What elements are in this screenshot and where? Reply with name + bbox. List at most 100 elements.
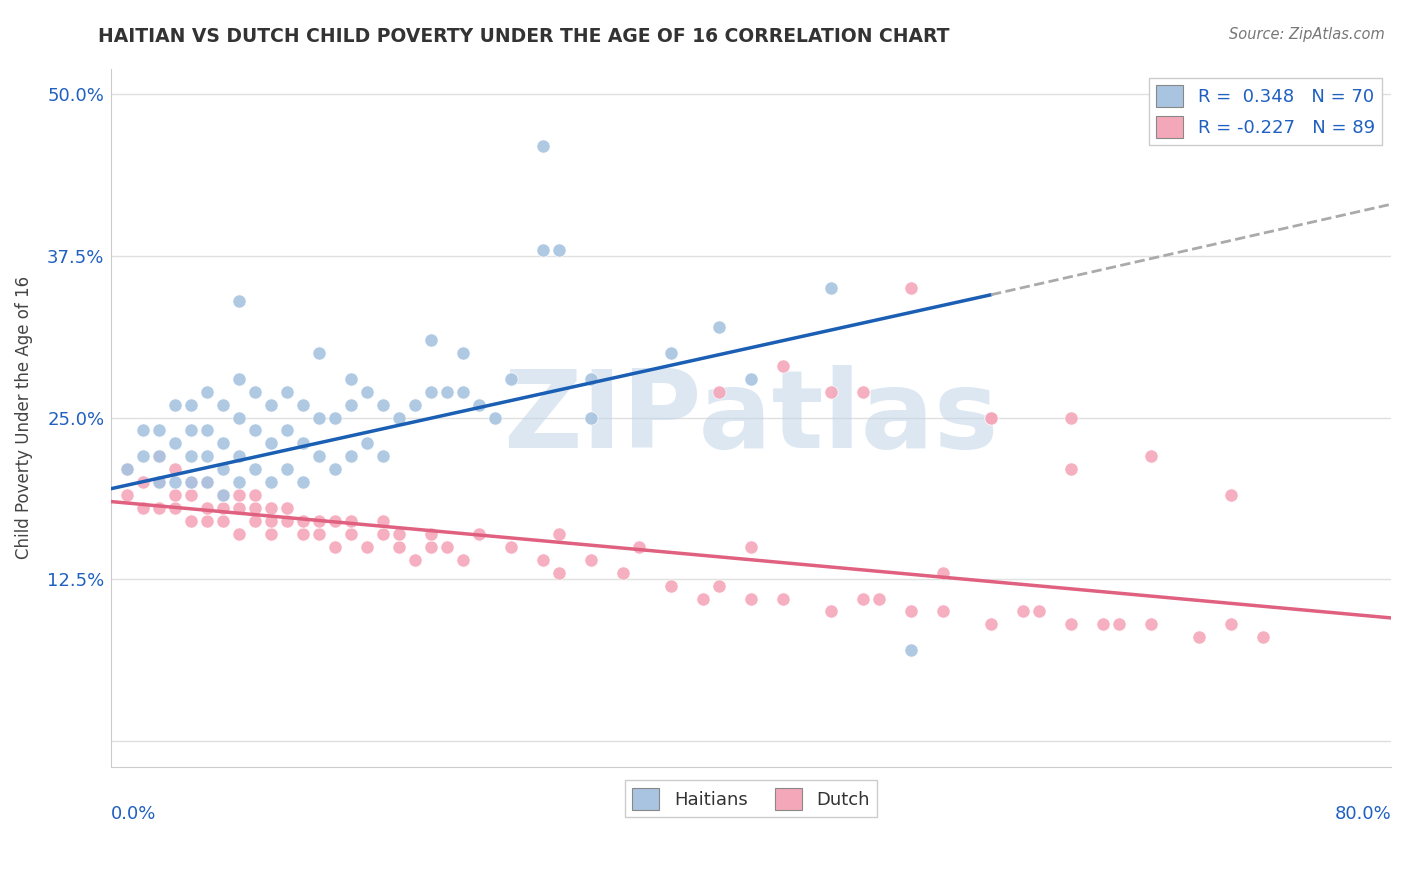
- Point: [276, 424, 298, 438]
- Point: [195, 424, 218, 438]
- Point: [243, 514, 266, 528]
- Point: [228, 475, 250, 490]
- Point: [180, 424, 202, 438]
- Point: [420, 527, 443, 541]
- Point: [451, 553, 474, 567]
- Text: 0.0%: 0.0%: [111, 805, 156, 823]
- Point: [180, 398, 202, 412]
- Point: [1108, 617, 1130, 632]
- Point: [148, 475, 170, 490]
- Point: [228, 450, 250, 464]
- Point: [308, 527, 330, 541]
- Point: [1028, 604, 1050, 618]
- Point: [276, 514, 298, 528]
- Point: [308, 410, 330, 425]
- Point: [292, 514, 315, 528]
- Point: [132, 450, 155, 464]
- Point: [373, 398, 395, 412]
- Point: [388, 410, 411, 425]
- Point: [180, 475, 202, 490]
- Point: [276, 501, 298, 516]
- Point: [820, 604, 842, 618]
- Point: [900, 281, 922, 295]
- Point: [212, 436, 235, 450]
- Point: [148, 475, 170, 490]
- Point: [276, 462, 298, 476]
- Point: [115, 462, 138, 476]
- Point: [180, 450, 202, 464]
- Point: [356, 540, 378, 554]
- Point: [228, 501, 250, 516]
- Point: [212, 488, 235, 502]
- Text: ZIPatlas: ZIPatlas: [503, 365, 998, 471]
- Point: [900, 643, 922, 657]
- Point: [420, 540, 443, 554]
- Point: [292, 527, 315, 541]
- Point: [531, 243, 554, 257]
- Point: [659, 579, 682, 593]
- Point: [1092, 617, 1115, 632]
- Point: [1060, 462, 1083, 476]
- Point: [1060, 410, 1083, 425]
- Point: [195, 514, 218, 528]
- Point: [501, 372, 523, 386]
- Point: [484, 410, 506, 425]
- Point: [628, 540, 651, 554]
- Point: [340, 514, 363, 528]
- Point: [579, 372, 602, 386]
- Point: [1060, 617, 1083, 632]
- Point: [1220, 488, 1243, 502]
- Point: [323, 410, 346, 425]
- Point: [356, 384, 378, 399]
- Point: [868, 591, 890, 606]
- Point: [292, 475, 315, 490]
- Point: [195, 450, 218, 464]
- Point: [228, 372, 250, 386]
- Point: [356, 436, 378, 450]
- Point: [180, 475, 202, 490]
- Point: [132, 501, 155, 516]
- Point: [468, 398, 491, 412]
- Point: [980, 410, 1002, 425]
- Point: [707, 384, 730, 399]
- Point: [292, 436, 315, 450]
- Point: [228, 488, 250, 502]
- Point: [148, 501, 170, 516]
- Point: [548, 243, 571, 257]
- Point: [195, 475, 218, 490]
- Point: [436, 384, 458, 399]
- Point: [404, 553, 426, 567]
- Point: [404, 398, 426, 412]
- Point: [165, 436, 187, 450]
- Point: [260, 514, 283, 528]
- Point: [212, 488, 235, 502]
- Point: [308, 450, 330, 464]
- Point: [451, 384, 474, 399]
- Point: [451, 346, 474, 360]
- Point: [148, 450, 170, 464]
- Y-axis label: Child Poverty Under the Age of 16: Child Poverty Under the Age of 16: [15, 276, 32, 559]
- Point: [740, 372, 762, 386]
- Point: [340, 527, 363, 541]
- Point: [531, 139, 554, 153]
- Point: [980, 617, 1002, 632]
- Point: [148, 450, 170, 464]
- Point: [1188, 630, 1211, 644]
- Point: [228, 527, 250, 541]
- Point: [740, 591, 762, 606]
- Point: [1140, 450, 1163, 464]
- Point: [707, 579, 730, 593]
- Point: [740, 540, 762, 554]
- Point: [180, 488, 202, 502]
- Point: [115, 488, 138, 502]
- Point: [260, 501, 283, 516]
- Text: 80.0%: 80.0%: [1334, 805, 1391, 823]
- Point: [340, 372, 363, 386]
- Point: [579, 410, 602, 425]
- Point: [980, 410, 1002, 425]
- Point: [228, 294, 250, 309]
- Point: [900, 604, 922, 618]
- Point: [165, 462, 187, 476]
- Point: [243, 501, 266, 516]
- Legend: Haitians, Dutch: Haitians, Dutch: [626, 780, 877, 817]
